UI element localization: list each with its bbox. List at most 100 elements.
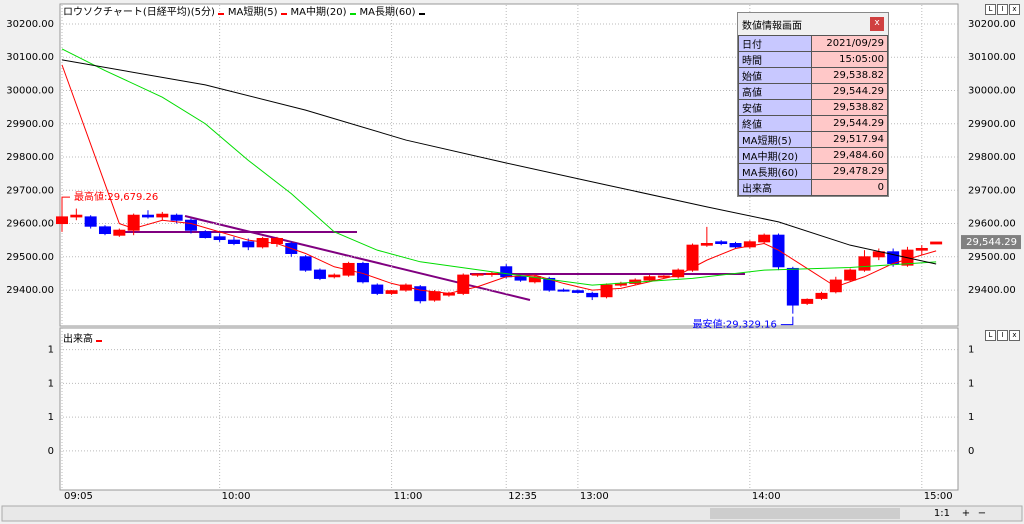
y-tick-label: 0 xyxy=(48,446,54,457)
candle-body xyxy=(801,298,814,304)
candle-body xyxy=(414,286,427,302)
y-tick-label-right: 1 xyxy=(968,345,974,356)
candle-body xyxy=(844,269,857,281)
info-row: MA中期(20) 29,484.60 xyxy=(738,147,888,164)
candle-body xyxy=(313,269,326,279)
info-value: 29,484.60 xyxy=(811,147,888,164)
legend-text: MA短期(5) xyxy=(227,7,278,18)
y-tick-label: 1 xyxy=(48,378,54,389)
info-value: 15:05:00 xyxy=(811,51,888,68)
candle-body xyxy=(242,241,255,248)
trend-line xyxy=(184,215,531,301)
legend-text: MA長期(60) xyxy=(359,7,416,18)
zoom-label[interactable]: 1:1 xyxy=(934,508,950,519)
info-key: MA中期(20) xyxy=(738,147,812,164)
info-value: 29,544.29 xyxy=(811,115,888,132)
candle-body xyxy=(571,290,584,293)
x-tick-label: 12:35 xyxy=(508,491,537,502)
candle-body xyxy=(829,279,842,293)
x-tick-label: 09:05 xyxy=(64,491,93,502)
y-tick-label-right: 29700.00 xyxy=(968,185,1016,196)
candle-body xyxy=(184,219,197,231)
info-row: 始値 29,538.82 xyxy=(738,67,888,84)
y-tick-label: 30200.00 xyxy=(6,19,54,30)
candle-body xyxy=(772,234,785,268)
ma-line xyxy=(61,64,937,294)
legend-item: MA長期(60) xyxy=(360,3,425,18)
info-row: MA短期(5) 29,517.94 xyxy=(738,131,888,148)
candle-body xyxy=(56,216,68,225)
candle-body xyxy=(686,244,699,271)
y-tick-label: 29900.00 xyxy=(6,119,54,130)
info-row: 時間 15:05:00 xyxy=(738,51,888,68)
y-tick-label: 30000.00 xyxy=(6,85,54,96)
y-tick-label-right: 29900.00 xyxy=(968,119,1016,130)
candle-body xyxy=(156,213,169,218)
legend-item: MA中期(20) xyxy=(291,3,356,18)
info-panel: 数値情報画面 x 日付 2021/09/29 時間 15:05:00 始値 29,538.8… xyxy=(737,12,889,197)
candle-body xyxy=(672,269,685,278)
annotation: 最安値:29,329.16 xyxy=(693,318,777,331)
ma-line xyxy=(61,48,937,286)
y-tick-label-right: 30100.00 xyxy=(968,52,1016,63)
candle-body xyxy=(485,272,498,275)
info-key: MA長期(60) xyxy=(738,163,812,180)
info-value: 29,538.82 xyxy=(811,99,888,116)
info-value: 29,478.29 xyxy=(811,163,888,180)
legend-text: 出来高 xyxy=(63,334,93,345)
info-value: 29,538.82 xyxy=(811,67,888,84)
candle-body xyxy=(528,276,541,283)
y-tick-label-right: 1 xyxy=(968,378,974,389)
x-tick-label: 11:00 xyxy=(394,491,423,502)
legend-item: 出来高 xyxy=(63,330,102,345)
candle-body xyxy=(657,275,670,278)
info-row: 安値 29,538.82 xyxy=(738,99,888,116)
panel-button[interactable]: L xyxy=(985,4,996,15)
info-value: 2021/09/29 xyxy=(811,35,888,52)
info-title-bar: 数値情報画面 x xyxy=(738,13,888,35)
zoom-in[interactable]: + xyxy=(962,508,970,519)
candle-body xyxy=(557,289,570,292)
y-tick-label-right: 29600.00 xyxy=(968,219,1016,230)
close-button[interactable]: x xyxy=(870,17,884,31)
y-tick-label: 29600.00 xyxy=(6,219,54,230)
panel-button[interactable]: I xyxy=(997,330,1008,341)
candle-body xyxy=(786,267,799,306)
panel-button[interactable]: I xyxy=(997,4,1008,15)
volume-plot xyxy=(59,327,959,491)
legend-marker xyxy=(96,340,102,342)
y-tick-label-right: 0 xyxy=(968,446,974,457)
candle-body xyxy=(758,234,771,243)
annotation-arrow xyxy=(780,316,794,326)
candle-body xyxy=(113,229,126,236)
y-tick-label-right: 29400.00 xyxy=(968,285,1016,296)
panel-button[interactable]: L xyxy=(985,330,996,341)
candle-body xyxy=(715,241,728,245)
legend-text: ロウソクチャート(日経平均)(5分) xyxy=(63,7,215,18)
candle-body xyxy=(930,241,943,245)
zoom-out[interactable]: − xyxy=(978,508,986,519)
annotation-arrow xyxy=(61,196,70,210)
panel-button[interactable]: x xyxy=(1009,4,1020,15)
candle-body xyxy=(371,284,384,294)
info-value: 29,517.94 xyxy=(811,131,888,148)
y-tick-label-right: 30200.00 xyxy=(968,19,1016,30)
candle-body xyxy=(299,256,312,271)
info-value: 29,544.29 xyxy=(811,83,888,100)
candle-body xyxy=(127,214,140,231)
info-key: MA短期(5) xyxy=(738,131,812,148)
y-tick-label: 29700.00 xyxy=(6,185,54,196)
candle-body xyxy=(328,274,341,278)
candle-body xyxy=(457,274,470,294)
y-tick-label-right: 30000.00 xyxy=(968,85,1016,96)
candle-body xyxy=(729,243,742,248)
y-tick-label-right: 29500.00 xyxy=(968,252,1016,263)
candle-body xyxy=(643,276,656,281)
panel-button[interactable]: x xyxy=(1009,330,1020,341)
y-tick-label-right: 1 xyxy=(968,412,974,423)
candle-body xyxy=(227,239,240,245)
legend-marker xyxy=(418,13,425,15)
scroll-thumb[interactable] xyxy=(710,508,900,519)
